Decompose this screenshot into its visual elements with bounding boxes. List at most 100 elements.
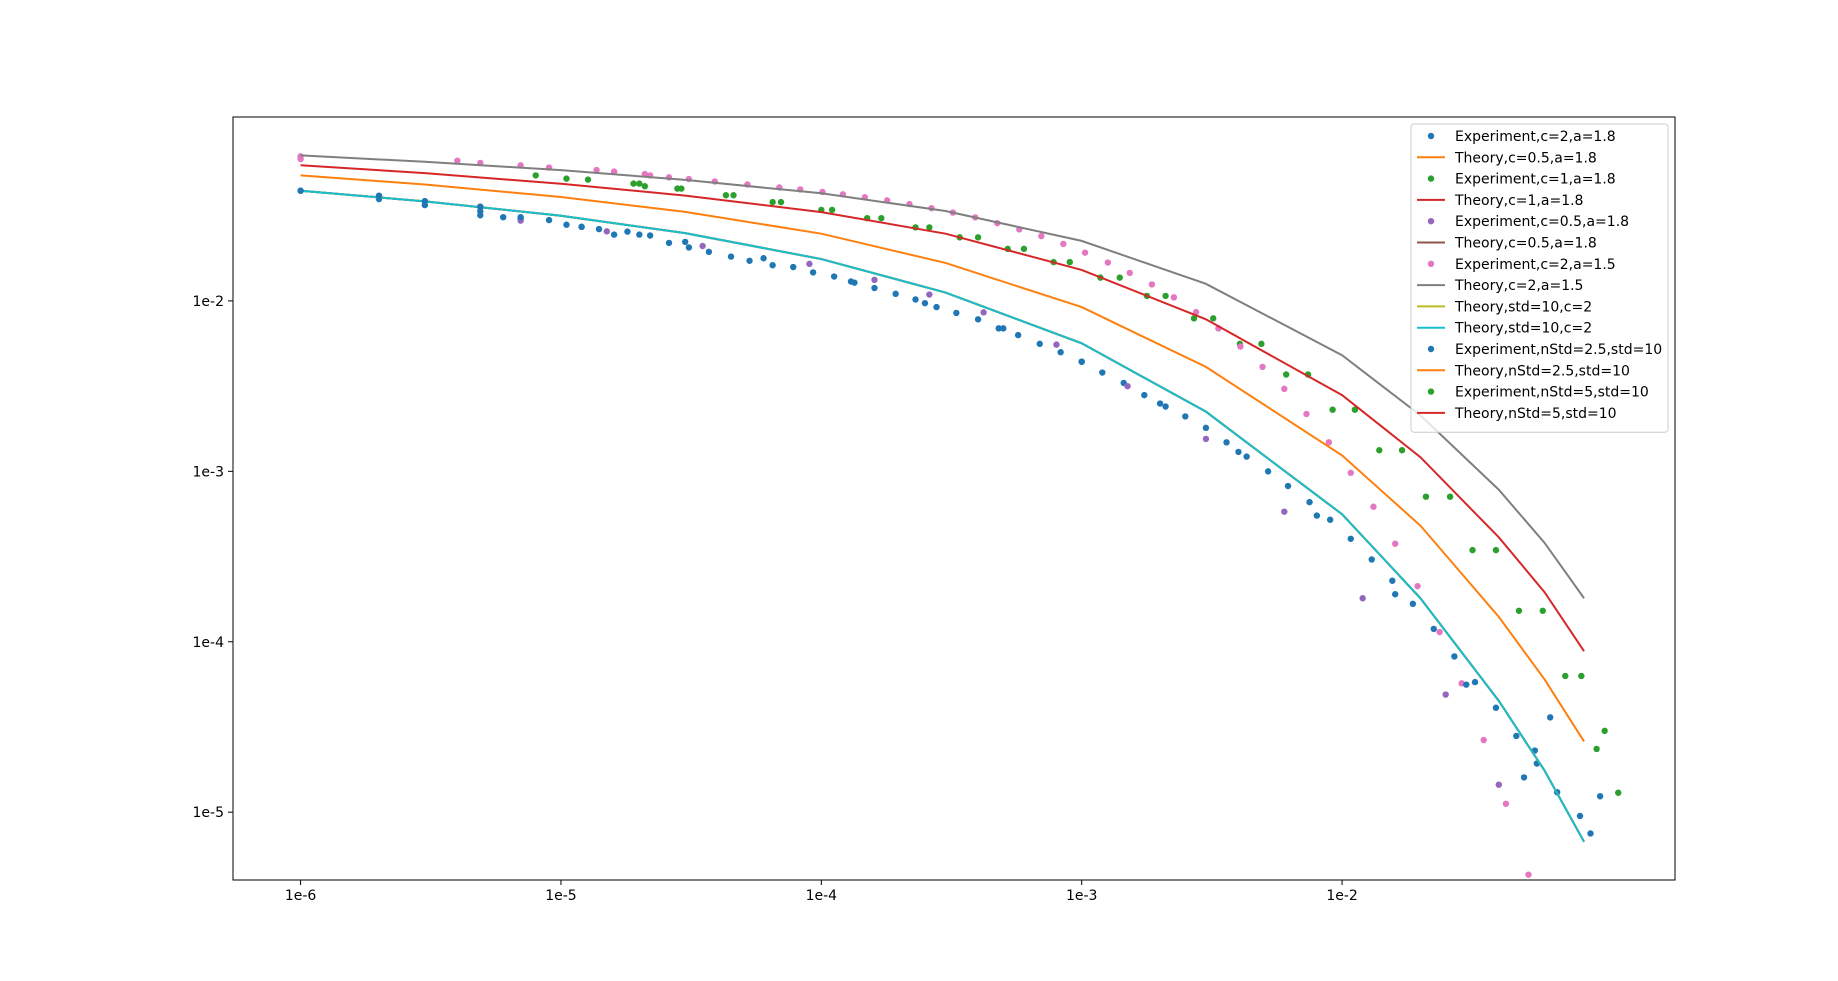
data-point	[1081, 249, 1089, 256]
legend-marker-swatch	[1427, 132, 1435, 140]
legend-item: Theory,std=10,c=2	[1417, 321, 1592, 337]
y-tick-label: 1e-5	[193, 805, 224, 821]
data-point	[1014, 331, 1022, 339]
data-point	[1020, 245, 1028, 253]
series-line	[300, 189, 1585, 843]
data-point	[1237, 343, 1244, 350]
legend-label: Experiment,c=2,a=1.8	[1455, 129, 1616, 145]
data-point	[1539, 607, 1546, 614]
data-point	[1422, 493, 1430, 500]
data-point	[1451, 653, 1458, 660]
data-point	[806, 260, 813, 268]
data-point	[995, 325, 1002, 332]
data-point	[646, 232, 654, 239]
data-point	[1492, 704, 1500, 711]
data-point	[1492, 546, 1500, 554]
data-point	[1326, 516, 1334, 523]
data-point	[777, 198, 785, 206]
data-point	[1036, 340, 1043, 348]
data-point	[871, 284, 878, 292]
x-tick-label: 1e-6	[285, 888, 317, 904]
legend-item: Theory,nStd=2.5,std=10	[1417, 363, 1630, 379]
data-point	[828, 206, 836, 214]
data-point	[1587, 830, 1594, 837]
data-point	[1104, 259, 1112, 266]
data-point	[809, 269, 817, 276]
series-line	[300, 189, 1585, 843]
data-point	[297, 155, 304, 163]
data-point	[1368, 556, 1375, 563]
x-tick-label: 1e-5	[545, 888, 576, 904]
data-point	[769, 262, 776, 269]
x-tick-label: 1e-3	[1066, 888, 1097, 904]
legend-label: Theory,c=0.5,a=1.8	[1454, 236, 1597, 252]
data-point	[603, 228, 611, 235]
data-point	[665, 239, 673, 247]
legend-marker-swatch	[1427, 175, 1435, 182]
data-point	[1141, 391, 1148, 399]
series-line	[300, 189, 1585, 843]
data-point	[532, 172, 539, 179]
series-line	[300, 154, 1585, 599]
legend-item: Theory,std=10,c=2	[1417, 299, 1592, 315]
legend-item: Experiment,nStd=2.5,std=10	[1427, 342, 1662, 358]
data-point	[681, 238, 689, 246]
data-point	[1515, 607, 1523, 614]
series-10	[297, 187, 1573, 887]
legend-label: Theory,std=10,c=2	[1454, 321, 1592, 337]
data-point	[610, 231, 618, 238]
series-layer	[297, 153, 1622, 887]
data-point	[1502, 800, 1510, 807]
data-point	[1162, 292, 1169, 300]
data-point	[1099, 369, 1106, 376]
series-8	[300, 189, 1585, 843]
data-point	[1190, 315, 1198, 322]
data-point	[760, 255, 767, 262]
data-point	[705, 248, 713, 256]
legend-marker-swatch	[1427, 260, 1435, 267]
data-point	[1601, 727, 1608, 735]
data-point	[1259, 363, 1266, 371]
data-point	[1202, 435, 1210, 443]
y-tick-label: 1e-3	[193, 464, 224, 480]
data-point	[1235, 448, 1242, 456]
data-point	[500, 213, 507, 221]
legend-marker-swatch	[1427, 345, 1435, 353]
data-point	[1325, 439, 1333, 446]
data-point	[1436, 628, 1443, 636]
data-point	[1264, 468, 1272, 475]
data-point	[1567, 881, 1573, 887]
data-point	[1392, 591, 1399, 598]
legend-label: Experiment,nStd=5,std=10	[1455, 385, 1649, 401]
data-point	[1306, 498, 1313, 506]
data-point	[1593, 745, 1600, 753]
series-line	[300, 164, 1585, 652]
data-point	[878, 214, 885, 222]
data-point	[563, 175, 570, 182]
data-point	[1303, 410, 1310, 418]
data-point	[563, 221, 570, 228]
series-line	[300, 174, 1585, 742]
data-point	[730, 192, 737, 199]
legend-item: Theory,nStd=5,std=10	[1417, 406, 1617, 422]
data-point	[1398, 447, 1406, 454]
data-point	[1210, 315, 1217, 322]
data-point	[1446, 493, 1454, 500]
data-point	[477, 212, 484, 219]
data-point	[641, 183, 649, 190]
data-point	[790, 263, 797, 271]
data-point	[699, 242, 706, 250]
data-point	[1430, 625, 1437, 633]
legend-label: Theory,c=0.5,a=1.8	[1454, 150, 1597, 166]
data-point	[1053, 341, 1060, 348]
data-point	[1202, 424, 1210, 432]
series-line	[300, 189, 1585, 843]
data-point	[1480, 736, 1487, 744]
data-point	[1409, 600, 1417, 607]
y-tick-label: 1e-4	[193, 635, 225, 651]
legend-label: Experiment,c=1,a=1.8	[1455, 172, 1616, 188]
x-tick-label: 1e-2	[1326, 888, 1357, 904]
data-point	[769, 198, 776, 206]
data-point	[1038, 232, 1045, 240]
